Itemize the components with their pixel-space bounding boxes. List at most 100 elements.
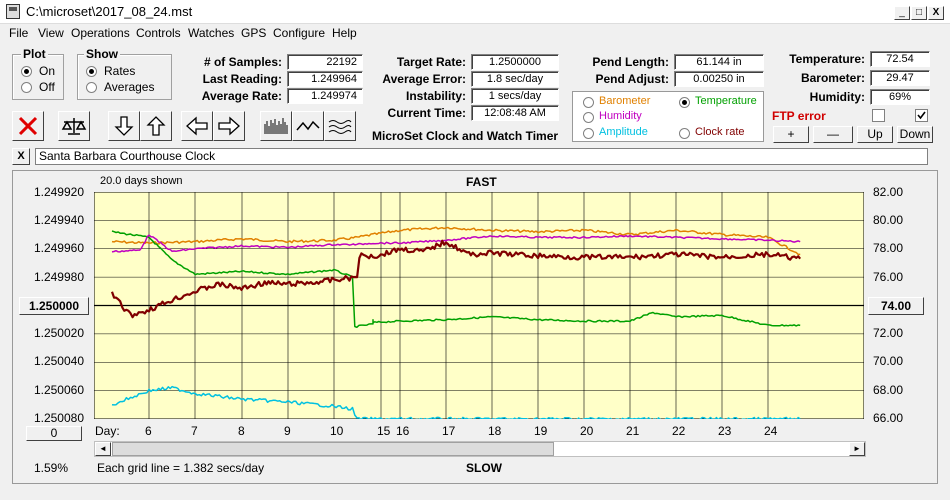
fast-label: FAST bbox=[466, 175, 497, 189]
plot-group: Plot On Off bbox=[12, 47, 64, 100]
menu-help[interactable]: Help bbox=[332, 26, 357, 40]
scroll-right-button[interactable]: ► bbox=[849, 442, 865, 456]
clock-name-input[interactable]: Santa Barbara Courthouse Clock bbox=[35, 148, 928, 165]
y-tick-left-2: 1.249960 bbox=[33, 241, 84, 255]
x-tick-label: 22 bbox=[672, 424, 686, 438]
down-button[interactable]: Down bbox=[897, 126, 933, 143]
plot-group-title: Plot bbox=[21, 47, 48, 61]
arrow-right-button[interactable] bbox=[213, 111, 245, 141]
menu-watches[interactable]: Watches bbox=[188, 26, 235, 40]
plot-off-radio[interactable] bbox=[21, 82, 32, 93]
bars-icon bbox=[264, 118, 288, 134]
center-rate-button[interactable]: 1.250000 bbox=[19, 297, 89, 315]
series-temperature bbox=[111, 230, 801, 329]
close-button[interactable]: X bbox=[928, 6, 944, 20]
line-view-button[interactable] bbox=[292, 111, 324, 141]
plus-button[interactable]: + bbox=[773, 126, 809, 143]
pend-adjust-value: 0.00250 in bbox=[674, 71, 764, 87]
smooth-view-button[interactable] bbox=[324, 111, 356, 141]
y-tick-right-6: 70.00 bbox=[873, 354, 904, 368]
y-tick-right-2: 78.00 bbox=[873, 241, 904, 255]
y-tick-right-0: 82.00 bbox=[873, 185, 904, 199]
instability-value: 1 secs/day bbox=[471, 88, 559, 104]
y-tick-right-8: 66.00 bbox=[873, 411, 904, 425]
waves-icon bbox=[328, 120, 352, 134]
menu-file[interactable]: File bbox=[9, 26, 29, 40]
red-x-icon bbox=[18, 116, 38, 136]
temperature-radio[interactable] bbox=[679, 97, 690, 108]
amplitude-radio[interactable] bbox=[583, 128, 594, 139]
zero-button[interactable]: 0 bbox=[26, 426, 82, 441]
humidity-radio[interactable] bbox=[583, 112, 594, 123]
up-button[interactable]: Up bbox=[857, 126, 893, 143]
last-reading-value: 1.249964 bbox=[287, 71, 363, 87]
ftp-checkbox-2[interactable] bbox=[915, 109, 928, 122]
bar-view-button[interactable] bbox=[260, 111, 292, 141]
current-time-label: Current Time: bbox=[387, 106, 466, 120]
balance-button[interactable] bbox=[58, 111, 90, 141]
y-tick-right-1: 80.00 bbox=[873, 213, 904, 227]
temperature-label: Temperature bbox=[695, 95, 757, 107]
days-shown-label: 20.0 days shown bbox=[100, 175, 183, 187]
arrow-left-icon bbox=[186, 116, 208, 136]
x-tick-label: 7 bbox=[191, 424, 198, 438]
scroll-left-button[interactable]: ◄ bbox=[95, 442, 111, 456]
averages-radio[interactable] bbox=[86, 82, 97, 93]
plot-off-label: Off bbox=[39, 80, 55, 94]
show-group-title: Show bbox=[84, 47, 120, 61]
menu-operations[interactable]: Operations bbox=[71, 26, 130, 40]
rates-radio[interactable] bbox=[86, 66, 97, 77]
barometer-radio[interactable] bbox=[583, 97, 594, 108]
minimize-button[interactable]: _ bbox=[894, 6, 910, 20]
stop-button[interactable] bbox=[12, 111, 44, 141]
menu-gps[interactable]: GPS bbox=[241, 26, 267, 40]
menu-view[interactable]: View bbox=[38, 26, 64, 40]
arrow-down-button[interactable] bbox=[108, 111, 140, 141]
current-time-value: 12:08:48 AM bbox=[471, 105, 559, 121]
clear-clock-button[interactable]: X bbox=[12, 148, 30, 165]
check-icon bbox=[917, 111, 926, 120]
x-tick-label: 17 bbox=[442, 424, 456, 438]
menu-controls[interactable]: Controls bbox=[136, 26, 181, 40]
app-icon bbox=[6, 4, 20, 19]
averages-label: Averages bbox=[104, 80, 155, 94]
arrow-right-icon bbox=[218, 116, 240, 136]
instability-label: Instability: bbox=[405, 89, 466, 103]
pend-length-label: Pend Length: bbox=[592, 55, 669, 69]
samples-value: 22192 bbox=[287, 54, 363, 70]
arrow-up-icon bbox=[146, 116, 166, 136]
menu-configure[interactable]: Configure bbox=[273, 26, 326, 40]
arrow-up-button[interactable] bbox=[140, 111, 172, 141]
window-title: C:\microset\2017_08_24.mst bbox=[26, 4, 193, 19]
y-tick-left-8: 1.250080 bbox=[33, 411, 84, 425]
minus-button[interactable]: — bbox=[813, 126, 853, 143]
average-rate-value: 1.249974 bbox=[287, 88, 363, 104]
center-sensor-button[interactable]: 74.00 bbox=[868, 297, 924, 315]
series-barometer bbox=[111, 226, 801, 256]
slow-label: SLOW bbox=[466, 461, 502, 475]
humidity-reading-label: Humidity: bbox=[809, 90, 865, 104]
x-tick-label: 23 bbox=[718, 424, 732, 438]
x-tick-label: 9 bbox=[284, 424, 291, 438]
last-reading-label: Last Reading: bbox=[202, 72, 282, 86]
show-group: Show Rates Averages bbox=[77, 47, 172, 100]
arrow-left-button[interactable] bbox=[181, 111, 213, 141]
pend-length-value: 61.144 in bbox=[674, 54, 764, 70]
maximize-button[interactable]: □ bbox=[911, 6, 927, 20]
x-tick-label: 21 bbox=[626, 424, 640, 438]
clockrate-radio[interactable] bbox=[679, 128, 690, 139]
scroll-thumb[interactable] bbox=[112, 442, 554, 456]
barometer-reading-value: 29.47 bbox=[870, 70, 930, 86]
ftp-checkbox-1[interactable] bbox=[872, 109, 885, 122]
clockrate-label: Clock rate bbox=[695, 126, 745, 138]
humidity-label: Humidity bbox=[599, 110, 642, 122]
title-bar: C:\microset\2017_08_24.mst _ □ X bbox=[0, 0, 950, 24]
y-tick-left-5: 1.250020 bbox=[33, 326, 84, 340]
time-scrollbar[interactable]: ◄ ► bbox=[94, 441, 866, 457]
series-clock-rate bbox=[110, 239, 802, 319]
target-rate-value: 1.2500000 bbox=[471, 54, 559, 70]
plot-on-radio[interactable] bbox=[21, 66, 32, 77]
app-name: MicroSet Clock and Watch Timer bbox=[372, 129, 559, 143]
x-tick-label: 19 bbox=[534, 424, 548, 438]
y-tick-right-7: 68.00 bbox=[873, 383, 904, 397]
